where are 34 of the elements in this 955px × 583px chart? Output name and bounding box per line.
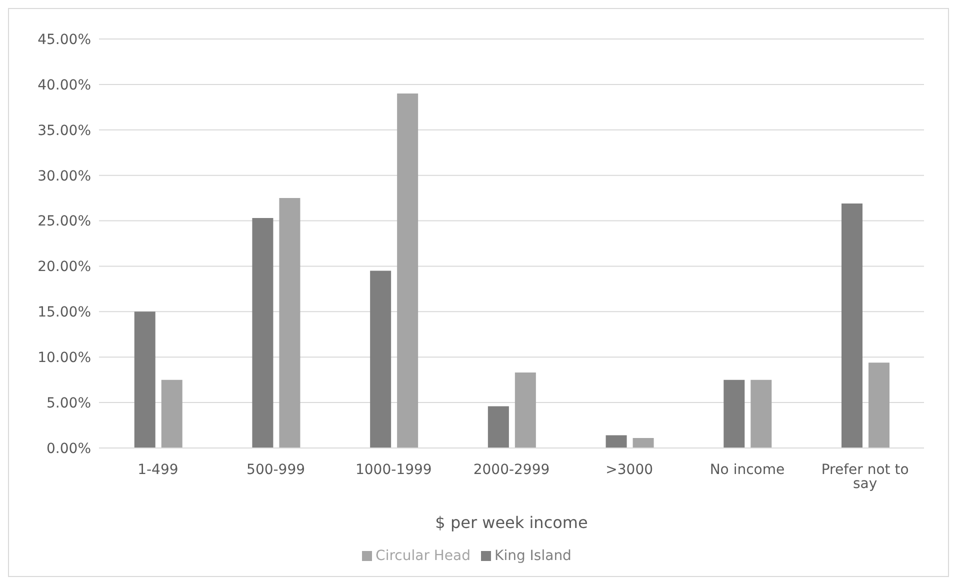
y-tick-label: 40.00% (38, 77, 91, 94)
bar (750, 380, 772, 448)
x-tick-label: 2000-2999 (473, 462, 550, 478)
x-tick-label: 1-499 (138, 462, 178, 478)
x-tick-label: >3000 (606, 462, 654, 478)
y-tick-label: 45.00% (38, 32, 91, 48)
x-tick-label: No income (710, 462, 785, 478)
x-tick-label: 1000-1999 (355, 462, 432, 478)
y-tick-label: 0.00% (46, 440, 91, 457)
x-tick-label: 500-999 (246, 462, 306, 478)
y-tick-label: 10.00% (38, 350, 91, 366)
y-tick-label: 35.00% (38, 122, 91, 139)
bar (370, 270, 392, 448)
bar (397, 94, 418, 448)
bar (724, 380, 745, 448)
bar (606, 435, 627, 448)
y-tick-label: 20.00% (38, 259, 91, 276)
y-tick-label: 25.00% (38, 214, 91, 230)
y-tick-label: 15.00% (38, 304, 91, 321)
legend-label: Circular Head (376, 548, 471, 564)
bar (161, 380, 182, 448)
y-tick-label: 30.00% (38, 168, 91, 184)
bar (842, 204, 862, 448)
bar (488, 406, 509, 448)
bar (632, 438, 654, 448)
x-tick-label: Prefer not to say (821, 462, 909, 492)
bar (514, 372, 536, 448)
y-tick-label: 5.00% (46, 396, 91, 412)
bar (134, 312, 156, 448)
x-axis-title: $ per week income (435, 513, 588, 532)
bar (252, 218, 274, 448)
bar (868, 362, 890, 448)
bar (279, 198, 300, 448)
legend-label: King Island (494, 548, 572, 564)
